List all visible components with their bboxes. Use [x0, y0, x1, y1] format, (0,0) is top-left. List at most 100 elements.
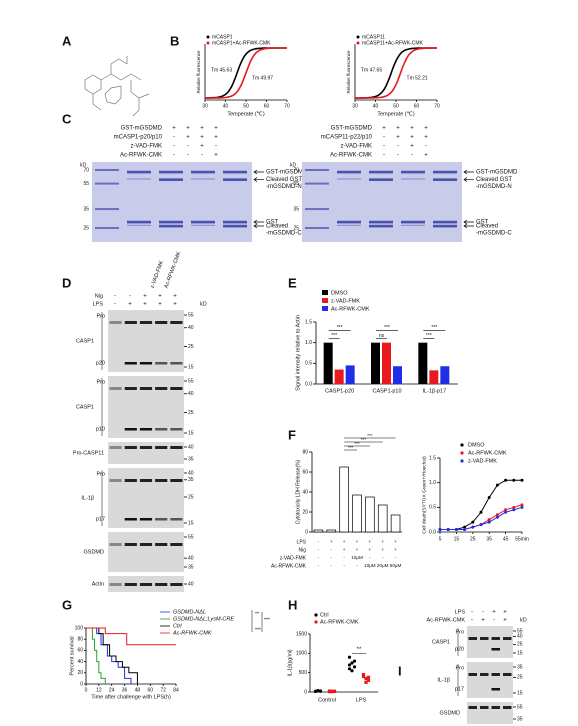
blot	[108, 376, 184, 438]
condition-label: Ac-RFWK-CMK	[271, 563, 307, 569]
kd-marker: 40	[188, 391, 194, 397]
blot-band	[480, 706, 489, 709]
condition-sign: -	[493, 618, 495, 624]
tm-label: Tm 49.97	[252, 75, 273, 81]
condition-sign: +	[173, 294, 177, 300]
condition-sign: -	[383, 153, 385, 159]
blot-band	[155, 428, 168, 431]
kd-marker: 35	[188, 564, 194, 570]
condition-sign: +	[143, 302, 147, 308]
condition-sign: +	[381, 539, 384, 544]
kd-marker: 55	[517, 704, 523, 710]
condition-sign: 20μM	[377, 563, 389, 568]
y-tick-label: 40	[77, 659, 83, 665]
blot-band	[170, 583, 183, 586]
ladder-band	[305, 182, 329, 185]
condition-sign: -	[397, 144, 399, 150]
kd-marker: 15	[517, 650, 523, 656]
condition-sign: +	[172, 126, 176, 132]
tm-label: Tm 47.65	[361, 67, 382, 73]
kd-marker: 25	[188, 344, 194, 350]
gel-band	[369, 170, 393, 174]
kd-marker: 15	[517, 690, 523, 696]
condition-sign: +	[200, 135, 204, 141]
x-axis-label: Time after challenge with LPS(h)	[91, 694, 171, 700]
kd-marker: 35	[83, 206, 89, 212]
band-label: Pro	[455, 629, 464, 635]
gel-band	[337, 224, 361, 226]
point	[350, 669, 354, 673]
x-tick-label: 40	[223, 103, 229, 109]
x-tick-label: 60	[264, 103, 270, 109]
point	[471, 525, 475, 529]
condition-label: Ac-RFWK-CMK	[427, 617, 466, 623]
condition-label: LPS	[297, 539, 307, 545]
y-tick-label: 1500	[296, 631, 307, 637]
blot-band	[124, 583, 137, 586]
melt-curve	[355, 47, 437, 99]
condition-sign: -	[471, 618, 473, 624]
kd-marker: 25	[83, 225, 89, 231]
blot-band	[155, 362, 168, 365]
blot-band	[124, 543, 137, 546]
sig-label: ***	[354, 441, 360, 446]
band-annotation: -mGSDMD-C	[476, 231, 512, 237]
arrow	[463, 219, 474, 225]
sig-label: **	[255, 611, 259, 617]
panel-label: C	[62, 111, 72, 126]
condition-sign: -	[383, 135, 385, 141]
kd-marker: 40	[188, 581, 194, 587]
condition-sign: +	[410, 135, 414, 141]
condition-sign: +	[503, 610, 507, 616]
ladder-band	[95, 169, 119, 171]
band-annotation: -mGSDMD-N	[266, 184, 302, 190]
condition-label: mCASP11-p22/p10	[321, 135, 373, 141]
protein-label: CASP1	[432, 639, 450, 645]
legend-marker	[206, 41, 210, 45]
kd-label: kD	[200, 301, 207, 307]
kd-label: kD	[80, 162, 87, 168]
point	[471, 520, 475, 524]
legend-label: Ac-RFWK-CMK	[320, 619, 359, 625]
legend-label: z-VAD-FMK	[468, 458, 497, 464]
panel-label: G	[62, 597, 72, 612]
condition-sign: -	[382, 555, 384, 560]
arrow	[253, 169, 264, 175]
y-tick-label: 80	[302, 449, 308, 455]
gel-band	[191, 224, 215, 226]
y-tick-label: 500	[299, 670, 308, 676]
kd-marker: 15	[188, 430, 194, 436]
protein-label: GSDMD	[440, 710, 461, 716]
y-tick-label: 40	[302, 489, 308, 495]
condition-sign: +	[396, 126, 400, 132]
kd-marker: 25	[188, 494, 194, 500]
condition-sign: 10μM	[351, 555, 363, 560]
kd-marker: 40	[188, 555, 194, 561]
gel-band	[127, 178, 151, 180]
arrow	[253, 219, 264, 225]
x-tick-label: 50	[393, 103, 399, 109]
gel-band	[369, 178, 393, 181]
condition-sign: +	[410, 144, 414, 150]
blot-band	[109, 583, 122, 586]
gel-band	[401, 224, 425, 226]
condition-sign: -	[114, 294, 116, 300]
point	[495, 513, 499, 517]
legend-label: mCASP1	[212, 34, 233, 40]
blot-band	[491, 648, 500, 651]
point	[504, 510, 508, 514]
condition-sign: +	[424, 153, 428, 159]
blot-band	[124, 518, 137, 521]
blot-band	[503, 706, 512, 709]
x-tick-label: CASP1-p10	[372, 388, 401, 394]
tm-label: Tm 45.63	[211, 67, 232, 73]
condition-sign: -	[383, 144, 385, 150]
point	[512, 478, 516, 482]
ladder-band	[305, 208, 329, 211]
arrow	[463, 177, 474, 182]
legend-marker	[206, 35, 210, 39]
x-tick-label: 15	[454, 536, 460, 542]
blot-band	[109, 446, 122, 449]
x-tick-label: IL-1β-p17	[423, 388, 447, 394]
